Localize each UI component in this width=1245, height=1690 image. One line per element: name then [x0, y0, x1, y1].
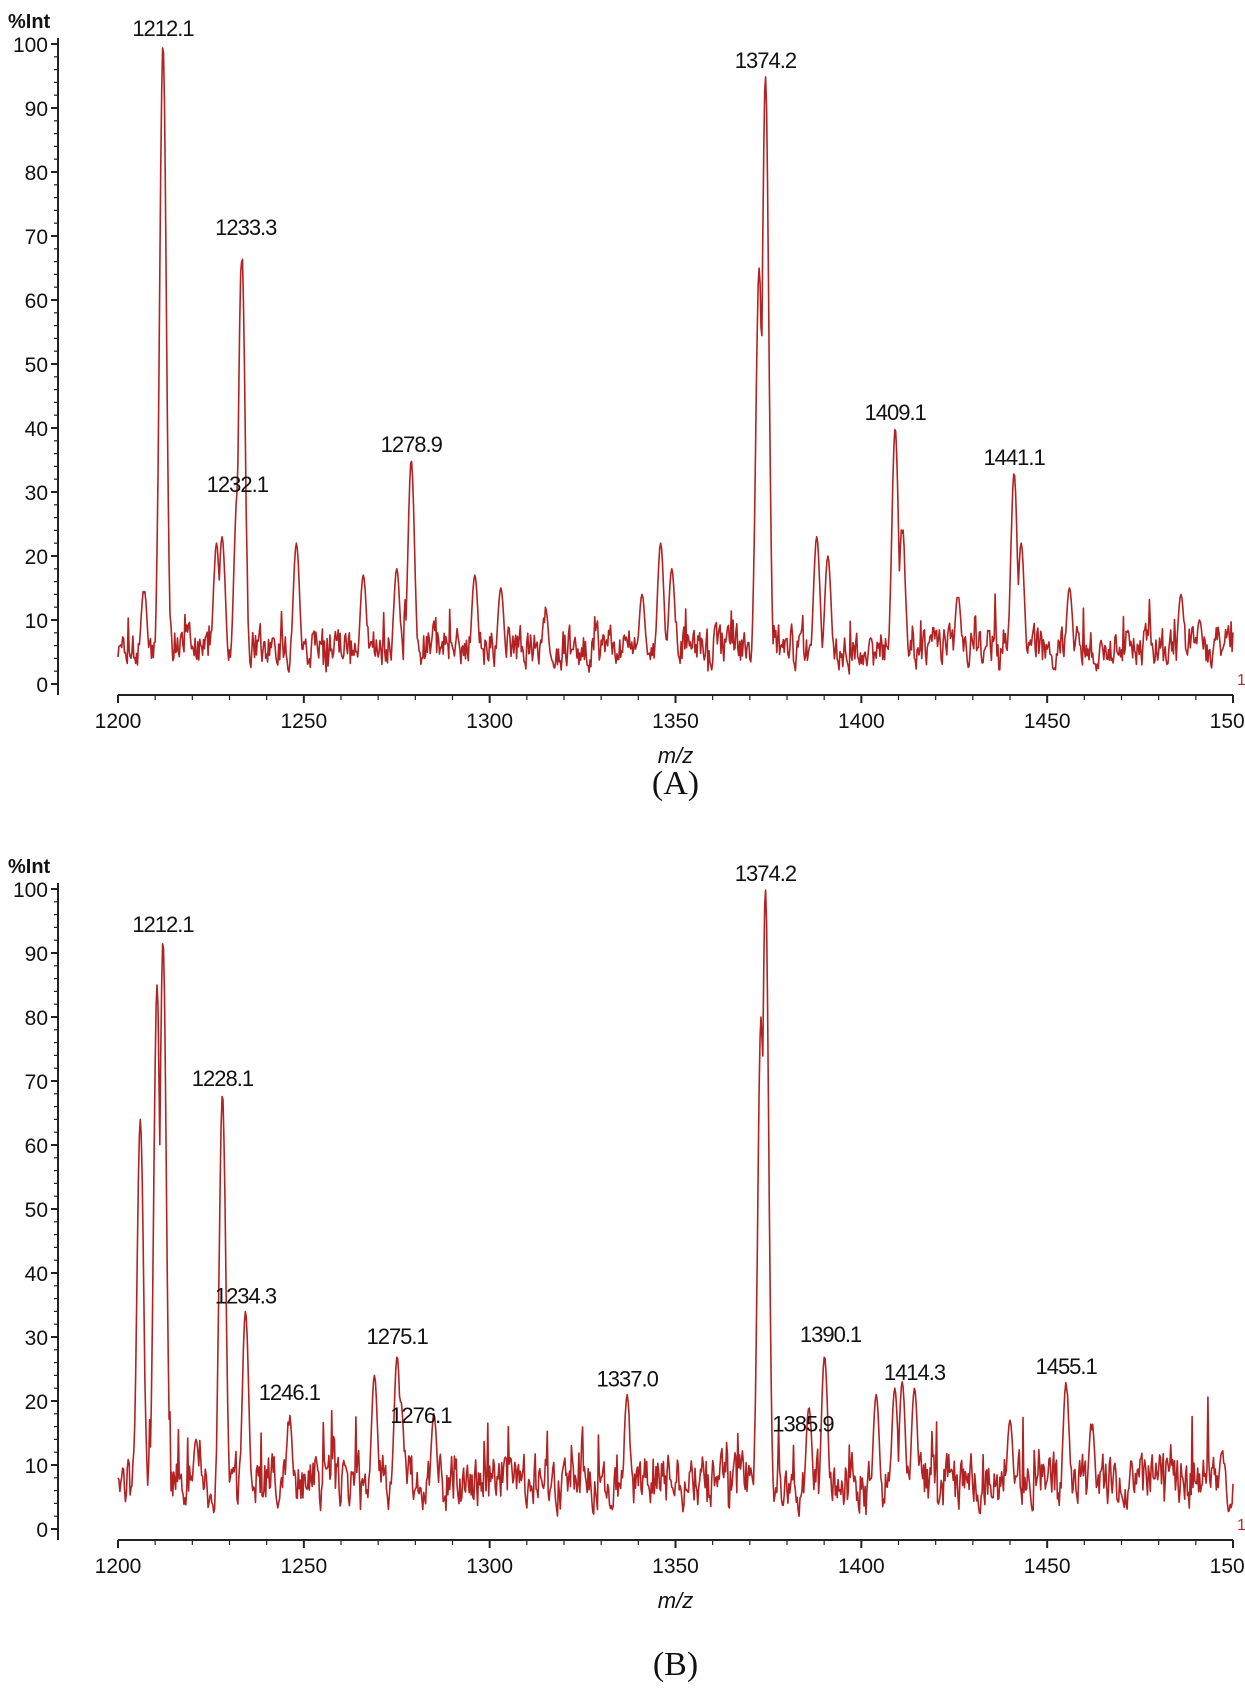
y-tick-label: 60 [25, 1135, 48, 1158]
x-tick-label: 1500 [1210, 1555, 1245, 1578]
x-tick-label: 1450 [1024, 1555, 1071, 1578]
y-tick-label: 30 [25, 482, 48, 505]
peak-label: 1455.1 [1035, 1354, 1097, 1379]
x-tick-label: 1350 [652, 710, 699, 733]
peak-label: 1246.1 [259, 1380, 321, 1405]
x-tick-label: 1250 [280, 710, 327, 733]
peak-label: 1233.3 [215, 215, 277, 240]
x-axis-label: m/z [658, 1588, 693, 1613]
peak-label: 1374.2 [735, 861, 797, 886]
chart-panel-a: %Int 0 10 20 30 40 50 60 70 80 90 100 1200 1250 1300 13… [8, 11, 1245, 802]
peak-label: 1374.2 [735, 48, 797, 73]
y-tick-label: 20 [25, 1391, 48, 1414]
panel-caption: (B) [653, 1646, 698, 1683]
y-tick-label: 60 [25, 290, 48, 313]
x-tick-label: 1500 [1210, 710, 1245, 733]
x-tick-label: 1400 [838, 1555, 885, 1578]
x-tick-label: 1200 [95, 710, 142, 733]
y-tick-label: 90 [25, 943, 48, 966]
y-tick-label: 50 [25, 1199, 48, 1222]
peak-label: 1212.1 [132, 912, 194, 937]
y-tick-label: 90 [25, 98, 48, 121]
peak-label: 1337.0 [597, 1367, 659, 1392]
spectrum-trace [117, 47, 1234, 675]
y-tick-label: 30 [25, 1327, 48, 1350]
chart-b: %Int 0 10 20 30 40 50 60 70 80 90 100 1200 1250 1300 13… [8, 856, 1245, 1683]
x-tick-label: 1250 [280, 1555, 327, 1578]
x-axis-label: m/z [658, 743, 693, 768]
peak-label: 1414.3 [884, 1360, 946, 1385]
x-tick-label: 1350 [652, 1555, 699, 1578]
x-tick-label: 1300 [466, 710, 513, 733]
y-tick-label: 70 [25, 226, 48, 249]
y-tick-label: 80 [25, 162, 48, 185]
x-tick-label: 1200 [95, 1555, 142, 1578]
y-tick-label: 0 [36, 1519, 48, 1542]
axis-end-mark: 1 [1237, 672, 1245, 689]
peak-label: 1390.1 [800, 1322, 862, 1347]
y-tick-label: 0 [36, 674, 48, 697]
y-axis-unit: %Int [8, 856, 51, 878]
y-tick-label: 40 [25, 418, 48, 441]
peak-label: 1275.1 [366, 1324, 428, 1349]
y-axis-unit: %Int [8, 11, 51, 33]
y-tick-label: 10 [25, 610, 48, 633]
x-tick-label: 1450 [1024, 710, 1071, 733]
x-tick-label: 1400 [838, 710, 885, 733]
y-tick-label: 80 [25, 1007, 48, 1030]
y-tick-label: 20 [25, 546, 48, 569]
peak-label: 1234.3 [215, 1283, 277, 1308]
y-tick-label: 70 [25, 1071, 48, 1094]
peak-label: 1228.1 [192, 1066, 254, 1091]
y-tick-label: 40 [25, 1263, 48, 1286]
peak-label: 1385.9 [772, 1411, 834, 1436]
peak-label: 1276.1 [390, 1403, 452, 1428]
spectrum-trace [117, 889, 1234, 1517]
peak-label: 1212.1 [132, 16, 194, 41]
chart-panel-b: %Int 0 10 20 30 40 50 60 70 80 90 100 1200 1250 1300 13… [0, 845, 1245, 1690]
y-tick-label: 50 [25, 354, 48, 377]
axis-end-mark: 1 [1237, 1517, 1245, 1534]
chart-a: %Int 0 10 20 30 40 50 60 70 80 90 100 1200 1250 1300 13… [8, 11, 1245, 802]
peak-label: 1441.1 [983, 445, 1045, 470]
y-tick-label: 10 [25, 1455, 48, 1478]
y-tick-label: 100 [13, 34, 48, 57]
panel-caption: (A) [652, 765, 699, 802]
peak-label: 1232.1 [207, 472, 269, 497]
peak-label: 1278.9 [381, 432, 443, 457]
x-tick-label: 1300 [466, 1555, 513, 1578]
y-tick-label: 100 [13, 879, 48, 902]
peak-label: 1409.1 [865, 400, 927, 425]
